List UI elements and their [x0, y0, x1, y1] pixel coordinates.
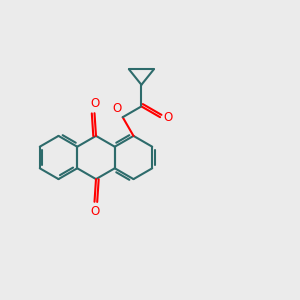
Text: O: O — [164, 111, 173, 124]
Text: O: O — [112, 102, 121, 116]
Text: O: O — [91, 97, 100, 110]
Text: O: O — [91, 206, 100, 218]
